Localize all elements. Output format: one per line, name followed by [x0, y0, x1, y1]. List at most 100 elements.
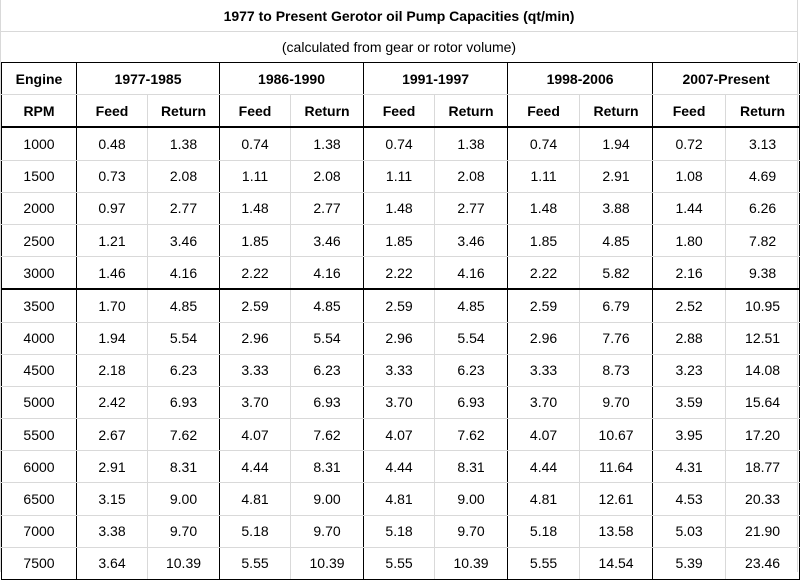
table-row: 5000 2.42 6.93 3.70 6.93 3.70 6.93 3.70 9.70 3.59… — [1, 386, 800, 420]
feed-cell: 1.11 — [507, 160, 581, 193]
return-cell: 1.94 — [579, 127, 654, 161]
feed-cell: 1.85 — [219, 224, 292, 258]
return-cell: 8.31 — [434, 450, 509, 484]
engine-header: Engine — [1, 63, 77, 96]
feed-cell: 2.96 — [363, 322, 436, 355]
return-header: Return — [579, 94, 654, 129]
period-header: 1991-1997 — [363, 63, 509, 96]
feed-cell: 1.48 — [363, 192, 436, 225]
return-cell: 4.85 — [434, 289, 509, 323]
return-cell: 8.31 — [290, 450, 365, 484]
feed-cell: 3.23 — [652, 354, 727, 387]
feed-cell: 0.74 — [507, 127, 581, 161]
feed-cell: 4.53 — [652, 482, 727, 516]
feed-header: Feed — [219, 94, 292, 129]
return-cell: 3.46 — [290, 224, 365, 258]
feed-cell: 2.16 — [652, 256, 727, 291]
return-cell: 11.64 — [579, 450, 654, 484]
return-cell: 4.16 — [146, 256, 221, 291]
return-cell: 18.77 — [725, 450, 800, 484]
table-subtitle: (calculated from gear or rotor volume) — [1, 32, 797, 63]
feed-cell: 1.94 — [76, 322, 148, 355]
table-row: 3000 1.46 4.16 2.22 4.16 2.22 4.16 2.22 5.82 2.16… — [1, 256, 800, 291]
return-header: Return — [146, 94, 221, 129]
return-cell: 10.39 — [290, 547, 365, 580]
column-header-row: RPM Feed Return Feed Return Feed Return … — [1, 94, 800, 129]
feed-cell: 1.11 — [219, 160, 292, 193]
capacity-table: Engine 1977-1985 1986-1990 1991-1997 199… — [1, 63, 800, 580]
return-cell: 2.77 — [146, 192, 221, 225]
feed-cell: 2.52 — [652, 289, 727, 323]
feed-cell: 1.44 — [652, 192, 727, 225]
return-cell: 14.08 — [725, 354, 800, 387]
return-cell: 7.82 — [725, 224, 800, 258]
feed-cell: 4.07 — [507, 418, 581, 452]
return-cell: 1.38 — [290, 127, 365, 161]
feed-cell: 1.80 — [652, 224, 727, 258]
feed-cell: 0.74 — [363, 127, 436, 161]
feed-cell: 0.74 — [219, 127, 292, 161]
feed-cell: 3.59 — [652, 386, 727, 420]
feed-cell: 5.18 — [363, 515, 436, 548]
return-cell: 6.23 — [146, 354, 221, 387]
period-header-row: Engine 1977-1985 1986-1990 1991-1997 199… — [1, 63, 800, 96]
return-cell: 4.85 — [146, 289, 221, 323]
feed-cell: 1.08 — [652, 160, 727, 193]
rpm-header: RPM — [1, 94, 77, 129]
return-cell: 5.54 — [146, 322, 221, 355]
return-cell: 9.70 — [434, 515, 509, 548]
feed-cell: 2.96 — [507, 322, 581, 355]
return-cell: 6.93 — [290, 386, 365, 420]
rpm-cell: 5500 — [1, 418, 77, 452]
feed-header: Feed — [507, 94, 581, 129]
return-cell: 6.23 — [434, 354, 509, 387]
return-cell: 9.00 — [290, 482, 365, 516]
feed-cell: 2.22 — [507, 256, 581, 291]
table-row: 5500 2.67 7.62 4.07 7.62 4.07 7.62 4.07 10.67 3.9… — [1, 418, 800, 452]
return-cell: 3.46 — [146, 224, 221, 258]
rpm-cell: 7000 — [1, 515, 77, 548]
return-cell: 7.62 — [290, 418, 365, 452]
rpm-cell: 4000 — [1, 322, 77, 355]
return-cell: 2.08 — [290, 160, 365, 193]
return-cell: 9.00 — [146, 482, 221, 516]
return-cell: 2.77 — [290, 192, 365, 225]
return-header: Return — [725, 94, 800, 129]
feed-cell: 1.11 — [363, 160, 436, 193]
return-cell: 4.69 — [725, 160, 800, 193]
feed-cell: 5.55 — [219, 547, 292, 580]
return-cell: 1.38 — [434, 127, 509, 161]
return-cell: 8.31 — [146, 450, 221, 484]
return-cell: 2.08 — [146, 160, 221, 193]
rpm-cell: 6000 — [1, 450, 77, 484]
rpm-cell: 4500 — [1, 354, 77, 387]
feed-cell: 5.18 — [507, 515, 581, 548]
feed-cell: 4.81 — [507, 482, 581, 516]
feed-cell: 0.48 — [76, 127, 148, 161]
feed-cell: 1.48 — [507, 192, 581, 225]
rpm-cell: 6500 — [1, 482, 77, 516]
feed-cell: 5.03 — [652, 515, 727, 548]
feed-cell: 4.07 — [219, 418, 292, 452]
feed-cell: 1.70 — [76, 289, 148, 323]
feed-cell: 2.59 — [507, 289, 581, 323]
return-cell: 9.70 — [579, 386, 654, 420]
feed-cell: 5.55 — [507, 547, 581, 580]
feed-cell: 3.70 — [507, 386, 581, 420]
period-header: 2007-Present — [652, 63, 800, 96]
feed-cell: 2.18 — [76, 354, 148, 387]
return-cell: 3.13 — [725, 127, 800, 161]
period-header: 1986-1990 — [219, 63, 365, 96]
feed-cell: 5.39 — [652, 547, 727, 580]
return-cell: 3.88 — [579, 192, 654, 225]
return-cell: 2.77 — [434, 192, 509, 225]
return-cell: 15.64 — [725, 386, 800, 420]
return-cell: 10.39 — [434, 547, 509, 580]
feed-cell: 3.70 — [363, 386, 436, 420]
table-row: 7500 3.64 10.39 5.55 10.39 5.55 10.39 5.55 14.54… — [1, 547, 800, 580]
return-cell: 4.16 — [434, 256, 509, 291]
return-cell: 7.62 — [146, 418, 221, 452]
feed-cell: 2.22 — [219, 256, 292, 291]
table-row: 4000 1.94 5.54 2.96 5.54 2.96 5.54 2.96 7.76 2.88… — [1, 322, 800, 355]
rpm-cell: 3500 — [1, 289, 77, 323]
